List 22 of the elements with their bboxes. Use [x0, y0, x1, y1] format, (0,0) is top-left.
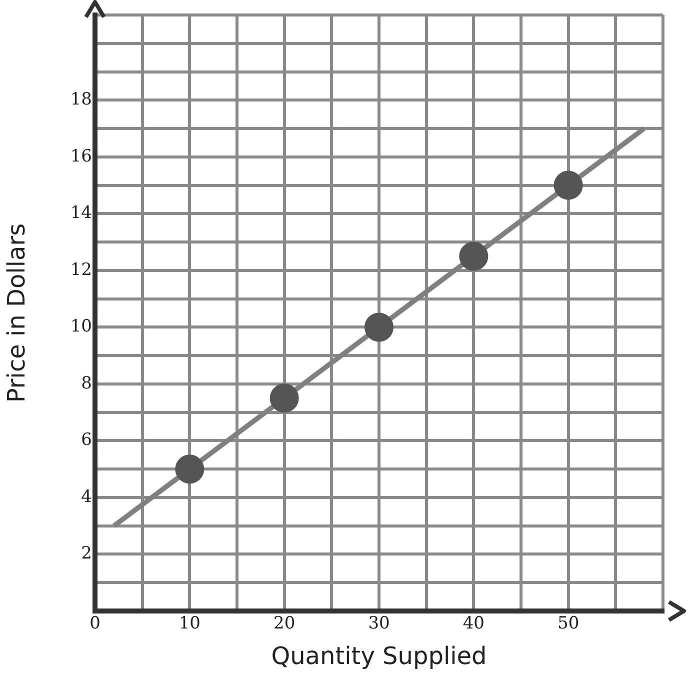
x-tick-label: 50 — [558, 614, 580, 634]
point — [364, 312, 394, 342]
x-axis-title: Quantity Supplied — [271, 642, 487, 670]
y-tick-label: 12 — [70, 260, 92, 280]
y-axis-title: Price in Dollars — [2, 223, 31, 403]
y-tick-label: 6 — [81, 430, 92, 450]
x-tick-label: 0 — [90, 614, 100, 634]
y-tick-label: 10 — [70, 316, 92, 337]
y-tick-label: 18 — [70, 90, 92, 110]
y-tick-label: 4 — [81, 486, 92, 507]
x-tick-label: 30 — [368, 614, 390, 634]
y-tick-label: 16 — [70, 146, 92, 166]
x-tick-label: 40 — [462, 614, 484, 634]
x-tick-label: 10 — [178, 614, 200, 634]
point — [270, 384, 299, 413]
point — [554, 170, 583, 200]
y-tick-label: 14 — [70, 203, 92, 224]
point — [459, 242, 488, 271]
y-tick-label: 2 — [81, 544, 92, 564]
point — [175, 454, 204, 484]
x-tick-label: 20 — [274, 614, 296, 634]
y-tick-label: 8 — [81, 373, 92, 394]
